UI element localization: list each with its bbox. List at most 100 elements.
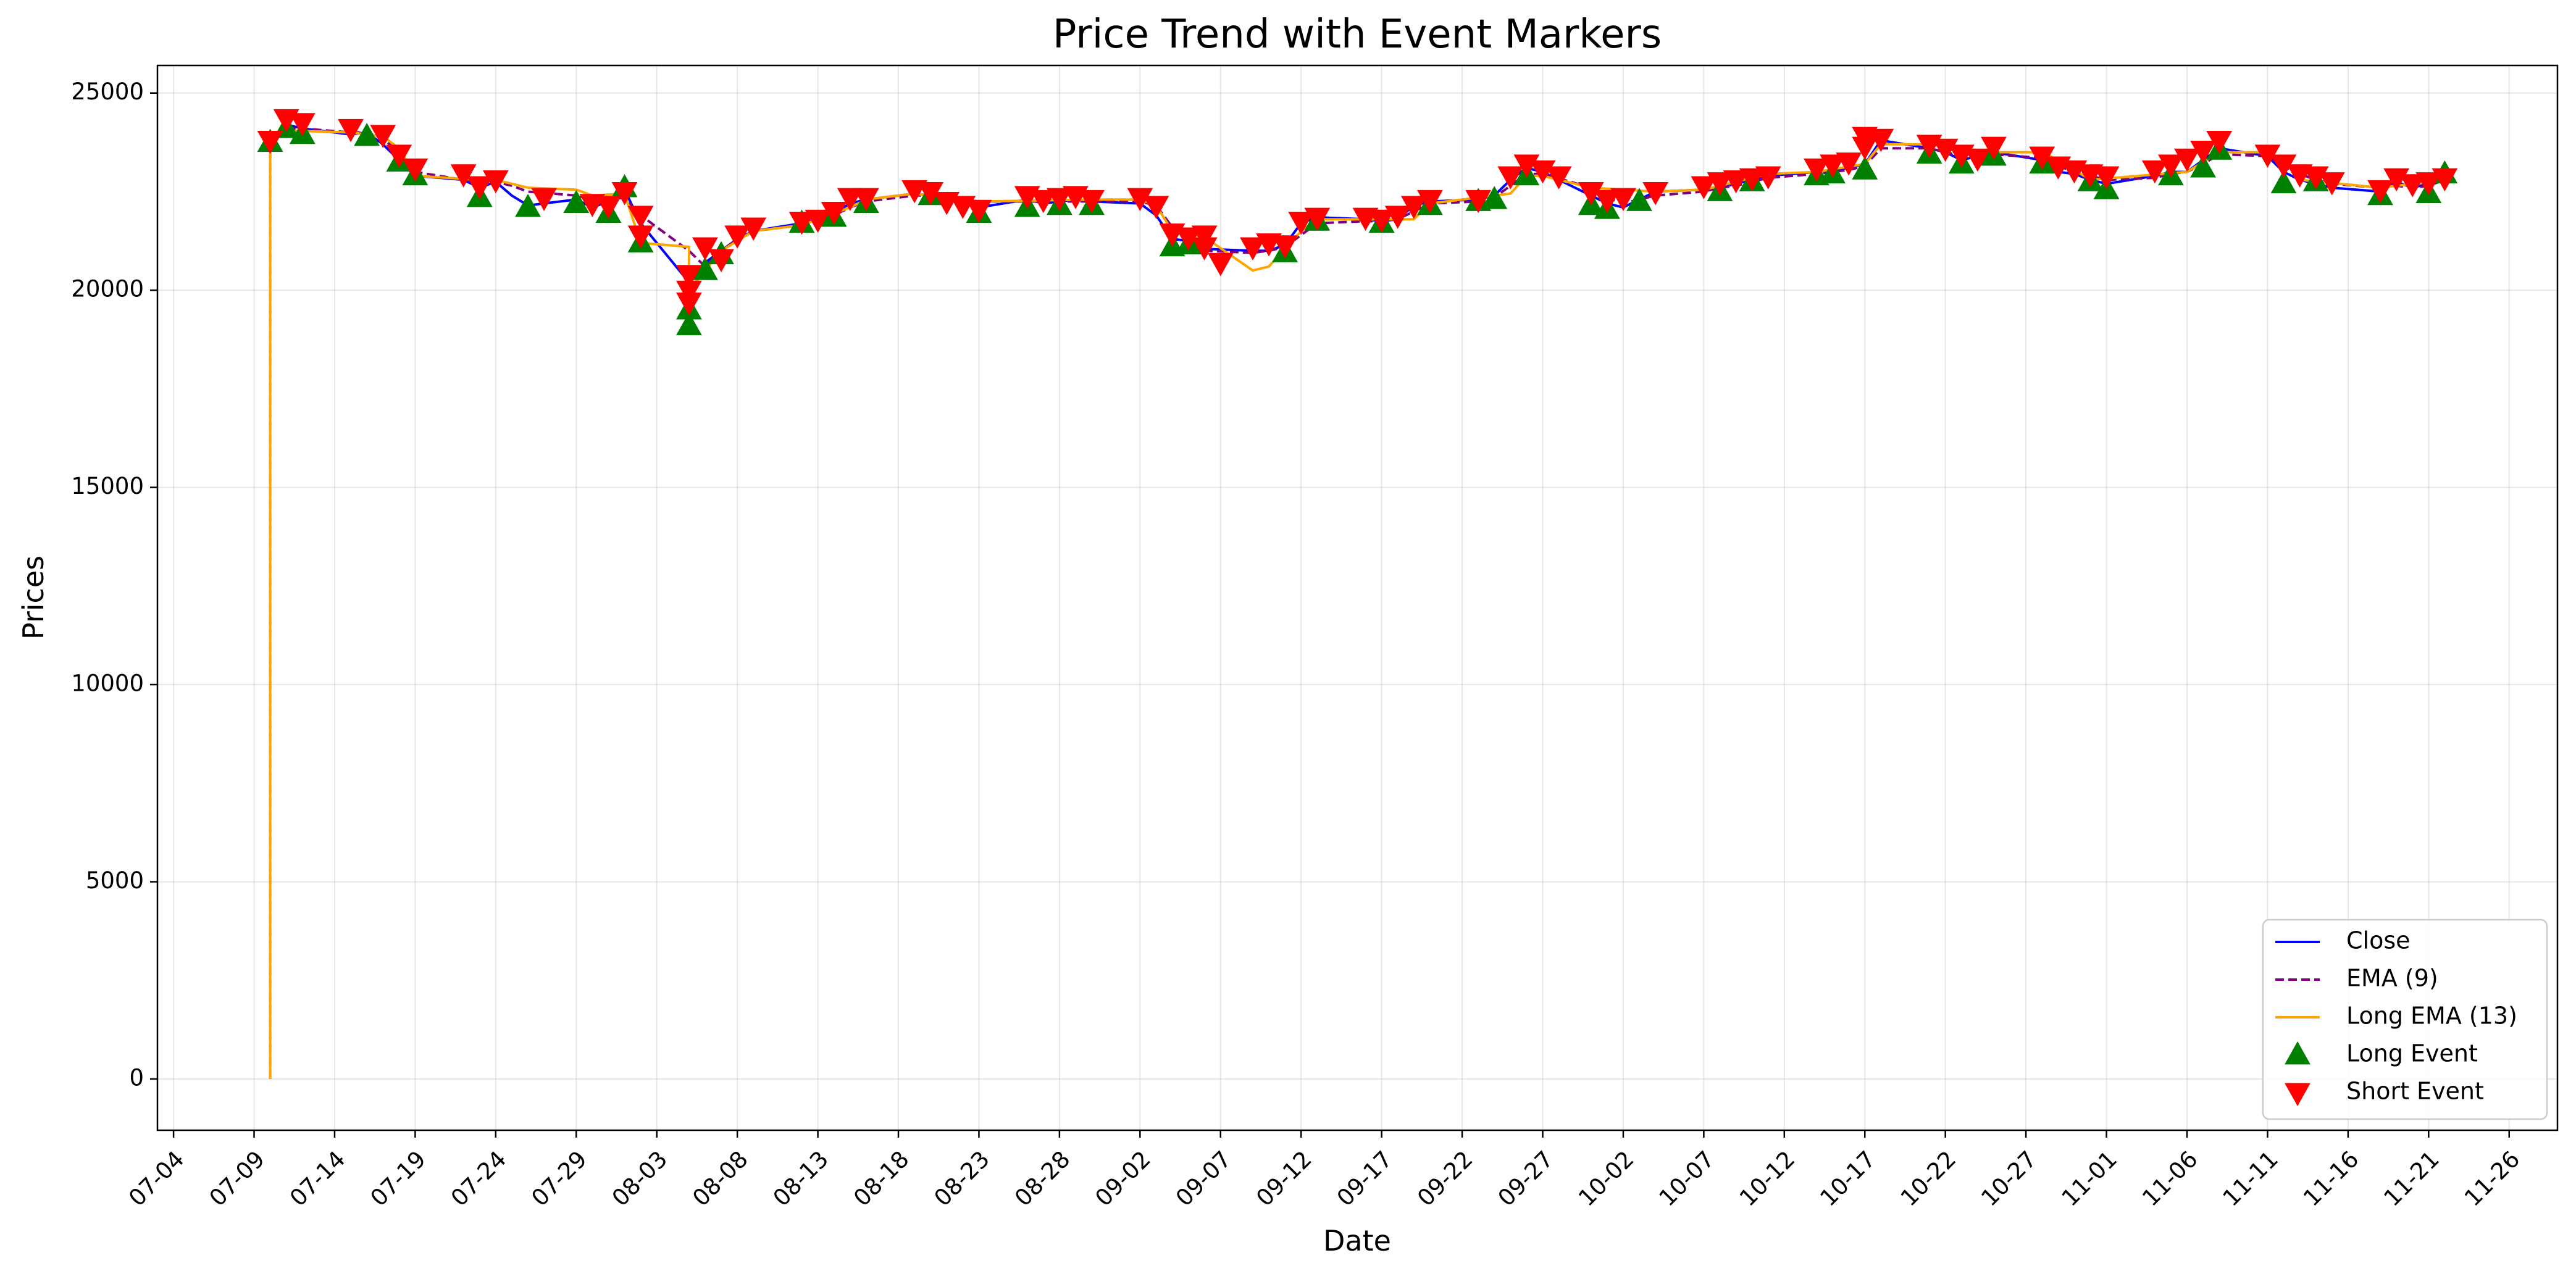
short-event-marker: [1272, 235, 1298, 259]
short-event-marker: [1610, 188, 1636, 212]
long-event-marker: [692, 257, 718, 280]
short-event-marker: [1723, 170, 1749, 194]
y-tick-label: 0: [129, 1064, 144, 1091]
short-event-marker: [724, 225, 751, 249]
long-event-marker: [1481, 186, 1508, 209]
chart-title: Price Trend with Event Markers: [1053, 12, 1662, 57]
short-event-marker: [1127, 188, 1153, 212]
short-event-marker: [1932, 138, 1959, 162]
short-event-marker: [821, 201, 847, 225]
y-tick-label: 5000: [86, 867, 144, 894]
short-event-marker: [1240, 237, 1266, 260]
short-event-marker: [1594, 190, 1620, 214]
short-event-marker: [1175, 227, 1202, 251]
short-event-marker: [675, 280, 702, 304]
y-tick-label: 20000: [71, 276, 144, 302]
short-event-marker: [531, 188, 557, 212]
short-event-marker: [2319, 172, 2345, 196]
long-event-marker: [2270, 170, 2297, 194]
short-event-marker: [805, 209, 831, 233]
short-event-marker: [1836, 152, 1862, 176]
short-event-marker: [675, 265, 702, 288]
short-event-marker: [1707, 172, 1733, 196]
legend-box: [2262, 919, 2548, 1120]
short-event-marker: [1513, 154, 1540, 178]
short-event-marker: [2093, 166, 2120, 190]
short-event-marker: [2029, 146, 2055, 170]
short-event-marker: [1755, 166, 1781, 190]
legend-label: Long Event: [2346, 1040, 2478, 1067]
short-event-marker: [595, 196, 622, 219]
short-event-marker: [1143, 196, 1169, 219]
x-axis-label: Date: [1323, 1224, 1391, 1257]
short-event-marker: [1804, 158, 1830, 182]
grid: [157, 65, 2557, 1130]
short-event-marker: [708, 249, 734, 273]
short-event-marker: [675, 292, 702, 316]
short-event-marker: [466, 176, 493, 199]
short-event-marker: [2302, 166, 2329, 190]
short-event-marker: [1304, 207, 1331, 231]
short-event-marker: [2254, 144, 2281, 168]
short-event-marker: [1465, 190, 1492, 214]
short-event-marker: [1868, 128, 1894, 152]
short-event-marker: [1046, 188, 1073, 212]
short-event-marker: [1981, 136, 2007, 160]
short-event-marker: [450, 164, 477, 188]
short-event-marker: [1288, 211, 1315, 235]
long-event-marker: [1852, 156, 1878, 180]
legend-label: Short Event: [2346, 1078, 2484, 1105]
short-event-marker: [1820, 154, 1846, 178]
plot-frame: [156, 64, 2559, 1131]
short-event-marker: [788, 211, 815, 235]
short-event-marker: [289, 113, 316, 136]
long-event-marker: [354, 123, 380, 146]
long-event-marker: [675, 312, 702, 336]
short-event-marker: [1545, 166, 1572, 190]
short-event-marker: [1207, 253, 1234, 277]
long-event-marker: [1626, 188, 1652, 211]
short-event-marker: [1079, 190, 1105, 214]
short-event-marker: [853, 188, 879, 212]
short-event-marker: [918, 182, 944, 206]
short-event-marker: [1642, 182, 1669, 206]
short-event-marker: [2158, 154, 2184, 178]
legend-swatch-marker: [2285, 1083, 2310, 1106]
short-event-marker: [2270, 154, 2297, 178]
short-event-marker: [611, 182, 638, 206]
y-axis-label: Prices: [17, 556, 50, 640]
short-event-marker: [1368, 209, 1395, 233]
y-tick-label: 15000: [71, 473, 144, 499]
legend-label: Long EMA (13): [2346, 1002, 2517, 1030]
short-event-marker: [2367, 180, 2393, 204]
short-event-marker: [2383, 168, 2410, 192]
short-event-marker: [627, 206, 654, 229]
short-event-marker: [1691, 176, 1717, 199]
short-event-marker: [627, 225, 654, 249]
short-event-marker: [2141, 160, 2168, 184]
short-event-marker: [1529, 160, 1556, 184]
short-event-marker: [740, 217, 767, 241]
short-event-marker: [338, 119, 364, 143]
short-event-marker: [1191, 225, 1218, 249]
short-event-marker: [370, 125, 396, 148]
short-event-marker: [1578, 182, 1604, 206]
long-event-marker: [515, 194, 541, 217]
short-event-marker: [2174, 148, 2200, 172]
short-event-marker: [1416, 190, 1443, 214]
long-event-marker: [563, 190, 590, 214]
short-event-marker: [1497, 166, 1524, 190]
short-event-marker: [1191, 237, 1218, 260]
legend-label: EMA (9): [2346, 965, 2438, 992]
short-event-marker: [1739, 168, 1765, 192]
short-event-marker: [692, 237, 718, 260]
long-event-marker: [2190, 154, 2216, 178]
short-event-marker: [966, 199, 992, 223]
short-event-marker: [386, 144, 412, 168]
short-event-marker: [1964, 148, 1991, 172]
y-tick-label: 25000: [71, 78, 144, 105]
short-event-marker: [2206, 130, 2233, 154]
